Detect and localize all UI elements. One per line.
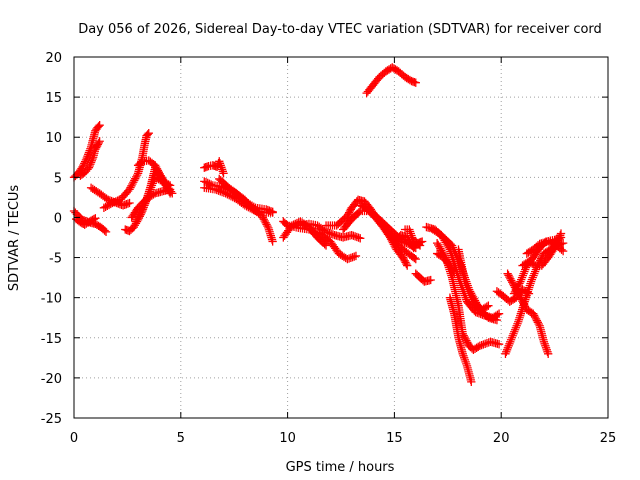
x-tick-label: 20 [493,431,510,446]
x-tick-label: 10 [279,431,296,446]
data-point [474,342,483,351]
data-point [95,137,104,146]
series-arc-31 [454,245,493,314]
data-point [144,129,153,138]
data-point [91,214,100,223]
data-point [268,237,277,246]
data-point [125,198,134,208]
axis-ticks: 0 5 10 15 20 25 -25 -20 -15 -10 -5 0 5 10 15 20 [41,51,617,446]
grid-lines [74,57,608,418]
data-point [89,214,99,224]
data-point [558,246,568,256]
y-tick-label: -5 [49,252,62,267]
y-tick-label: -25 [41,412,62,427]
data-point [354,208,363,217]
data-point [94,138,103,147]
series-arc-13 [200,183,277,217]
data-point [94,122,103,131]
data-point [403,261,412,270]
chart-title: Day 056 of 2026, Sidereal Day-to-day VTE… [78,22,602,37]
series-arc-14 [215,174,277,216]
data-point [165,185,175,194]
data-point [100,226,109,235]
y-tick-label: 5 [54,171,62,186]
data-point [136,158,146,167]
data-point [493,310,502,319]
series-arc-17 [296,219,365,243]
data-point [449,267,458,277]
data-point [101,227,111,237]
data-point [321,241,331,250]
plot-frame [73,56,609,419]
x-tick-label: 5 [177,431,185,446]
data-point [467,377,476,387]
y-tick-label: 20 [45,51,62,66]
series-arc-10 [127,185,175,222]
y-tick-label: -15 [41,332,62,347]
x-tick-label: 15 [386,431,403,446]
data-point [414,240,424,249]
data-point [143,130,152,139]
data-point [529,260,538,269]
series-arc-29 [445,293,476,387]
series-arc-2 [76,137,104,180]
data-point [356,234,365,243]
series-arc-22 [362,63,420,98]
data-point [557,245,566,254]
series-arc-25 [411,269,435,286]
series-arc-28 [432,238,504,354]
data-point [494,309,504,318]
x-tick-label: 0 [70,431,78,446]
data-point [411,255,420,264]
data-point [482,302,491,311]
series-arc-6 [99,129,153,212]
data-point [402,259,411,269]
y-tick-label: 0 [54,211,62,226]
data-point [95,121,104,130]
x-axis-label: GPS time / hours [286,460,395,475]
data-point [351,251,361,261]
x-tick-label: 25 [600,431,617,446]
data-point [450,269,459,278]
series-arc-11 [200,157,228,178]
data-point [320,240,329,249]
data-point [219,169,228,178]
data-point [415,241,425,250]
data-marks [69,63,568,387]
data-point [268,207,277,216]
series-arc-9 [133,156,175,198]
data-point [405,75,415,85]
y-tick-label: -20 [41,372,62,387]
y-tick-label: -10 [41,292,62,307]
data-point [544,349,553,358]
y-tick-label: 15 [45,91,62,106]
y-tick-label: 10 [45,131,62,146]
y-axis-label: SDTVAR / TECUs [7,185,22,292]
series-arc-37 [522,237,568,258]
data-point [411,78,420,87]
series-arc-30 [432,249,459,278]
data-point [426,275,435,285]
series-arc-24 [409,237,425,250]
data-point [410,253,419,263]
data-point [484,301,493,310]
data-point [556,229,566,238]
data-point [494,340,504,349]
series-arc-4 [71,214,100,229]
